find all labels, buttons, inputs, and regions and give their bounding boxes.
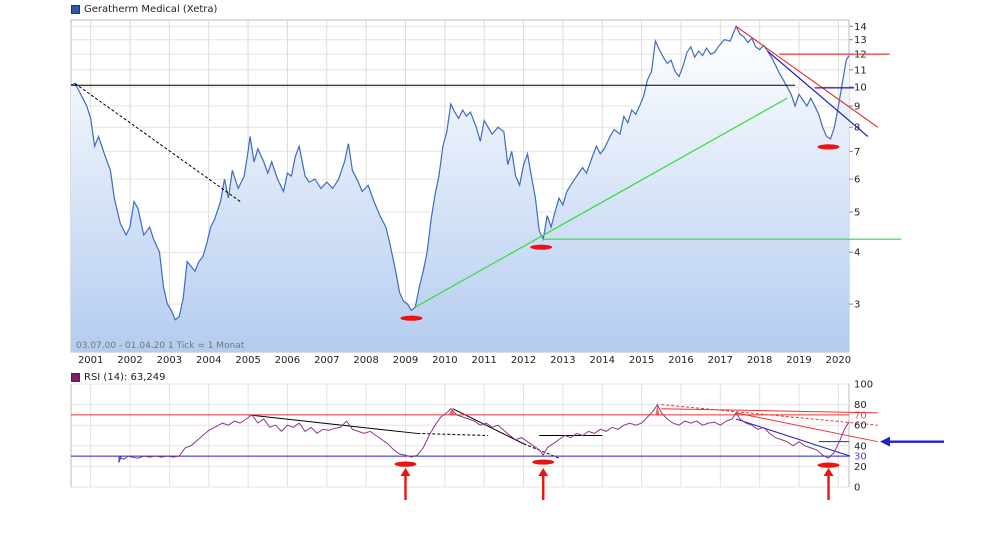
price-x-tick-2015: 2015: [629, 355, 654, 366]
price-x-tick-2009: 2009: [393, 355, 418, 366]
rsi-y-tick-30: 30: [854, 452, 867, 463]
rsi-legend-label: RSI (14): 63,249: [84, 372, 166, 383]
price-legend-swatch: [71, 5, 80, 14]
price-y-tick-13: 13: [854, 35, 867, 46]
price-area: [71, 26, 849, 353]
rsi-y-tick-20: 20: [854, 462, 867, 473]
price-y-tick-12: 12: [854, 50, 867, 61]
price-y-tick-14: 14: [854, 22, 867, 33]
price-x-tick-2010: 2010: [432, 355, 457, 366]
rsi-trendline-red-8: [735, 412, 878, 443]
price-series-line: [70, 24, 850, 321]
rsi-low-marker-2: [817, 462, 840, 468]
rsi-up-arrow-head-0: [400, 468, 411, 476]
rsi-y-tick-0: 0: [854, 483, 860, 494]
rsi-up-arrow-head-1: [538, 468, 549, 476]
rsi-trendline-red-6: [661, 408, 878, 414]
rsi-series-line: [117, 403, 850, 463]
price-low-marker-1: [530, 244, 553, 250]
price-x-tick-2018: 2018: [747, 355, 772, 366]
price-y-tick-3: 3: [854, 300, 860, 311]
price-x-tick-2008: 2008: [353, 355, 378, 366]
price-y-tick-10: 10: [854, 82, 867, 93]
rsi-trendline-blue-11: [735, 418, 851, 457]
price-low-marker-0: [400, 315, 423, 321]
price-x-tick-2014: 2014: [590, 355, 615, 366]
range-note: 03.07.00 - 01.04.20 1 Tick = 1 Monat: [76, 341, 245, 351]
rsi-left-arrow-head-3: [880, 436, 890, 447]
price-y-tick-9: 9: [854, 101, 860, 112]
price-trendline-blue-8: [767, 50, 869, 137]
rsi-oversold-fill-0: [118, 456, 123, 464]
price-x-tick-2006: 2006: [275, 355, 300, 366]
price-x-tick-2003: 2003: [157, 355, 182, 366]
rsi-y-tick-70: 70: [854, 410, 867, 421]
price-x-tick-2002: 2002: [117, 355, 142, 366]
price-x-tick-2012: 2012: [511, 355, 536, 366]
price-y-tick-11: 11: [854, 65, 867, 76]
rsi-up-arrow-head-2: [823, 468, 834, 476]
price-x-tick-2020: 2020: [826, 355, 851, 366]
price-y-tick-8: 8: [854, 123, 860, 134]
rsi-trendline-black-0: [248, 414, 418, 434]
rsi-panel-frame: [70, 383, 850, 488]
price-legend-label: Geratherm Medical (Xetra): [84, 4, 218, 15]
price-x-tick-2001: 2001: [78, 355, 103, 366]
price-legend: Geratherm Medical (Xetra): [71, 4, 217, 15]
price-x-tick-2011: 2011: [471, 355, 496, 366]
price-x-tick-2007: 2007: [314, 355, 339, 366]
rsi-y-tick-60: 60: [854, 421, 867, 432]
price-x-tick-2017: 2017: [708, 355, 733, 366]
price-x-tick-2013: 2013: [550, 355, 575, 366]
price-x-tick-2019: 2019: [786, 355, 811, 366]
price-y-tick-4: 4: [854, 248, 860, 259]
price-low-marker-2: [817, 144, 840, 150]
rsi-y-tick-100: 100: [854, 380, 873, 391]
rsi-legend-swatch: [71, 373, 80, 382]
rsi-overbought-fill-1: [655, 404, 660, 415]
price-x-tick-2016: 2016: [668, 355, 693, 366]
price-y-tick-5: 5: [854, 207, 860, 218]
rsi-low-marker-0: [394, 461, 417, 467]
rsi-low-marker-1: [532, 459, 555, 465]
rsi-y-tick-40: 40: [854, 441, 867, 452]
price-y-tick-6: 6: [854, 175, 860, 186]
price-x-tick-2005: 2005: [235, 355, 260, 366]
rsi-trendline-red-7: [661, 404, 878, 426]
price-y-tick-7: 7: [854, 147, 860, 158]
price-x-tick-2004: 2004: [196, 355, 221, 366]
price-trendline-red-5: [735, 25, 879, 128]
rsi-legend: RSI (14): 63,249: [71, 372, 166, 383]
price-trendline-green-2: [415, 97, 788, 308]
rsi-overbought-fill-0: [448, 408, 455, 415]
rsi-y-tick-80: 80: [854, 400, 867, 411]
rsi-trendline-black-1: [417, 432, 489, 436]
price-trendline-black-1: [74, 83, 241, 202]
